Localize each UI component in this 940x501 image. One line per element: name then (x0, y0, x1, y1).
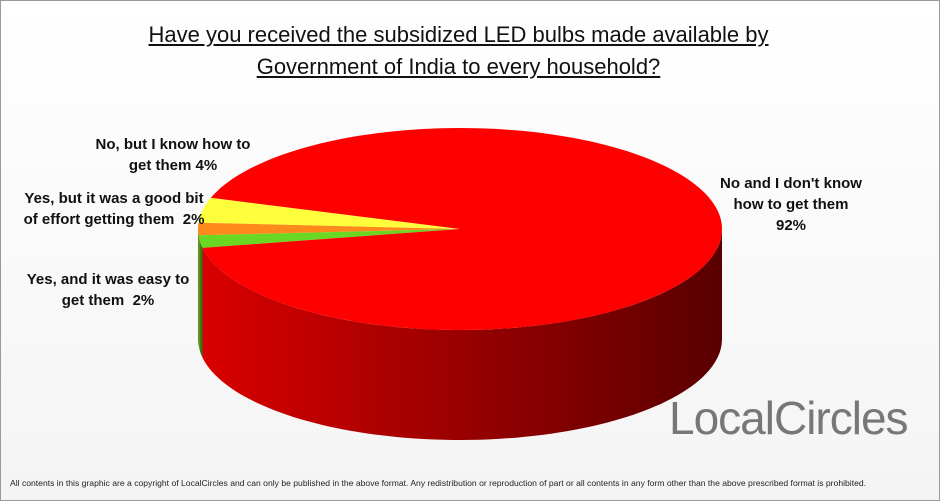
slice-side (198, 229, 199, 346)
slice-label: No, but I know how to get them 4% (83, 134, 263, 176)
slice-side (198, 235, 203, 358)
value-label: 4% (195, 157, 218, 174)
category-label: No, but I know how to get them (95, 136, 251, 174)
value-label: 92% (775, 217, 807, 234)
slice (202, 128, 723, 330)
category-label: Yes, but it was a good bit of effort get… (23, 190, 204, 228)
footer: All contents in this graphic are a copyr… (10, 478, 867, 488)
logo: LocalCircles (669, 392, 909, 444)
slice (198, 222, 460, 236)
value-label: 2% (182, 211, 205, 228)
category-label: No and I don't know how to get them (720, 175, 862, 213)
category-label: Yes, and it was easy to get them (26, 271, 190, 309)
slice (198, 229, 460, 248)
slice-label: No and I don't know how to get them 92% (706, 173, 876, 236)
slice-label: Yes, but it was a good bit of effort get… (23, 188, 205, 230)
chart-title: Have you received the subsidized LED bul… (148, 22, 769, 79)
value-label: 2% (132, 292, 155, 309)
slice-side (202, 229, 723, 440)
slice-label: Yes, and it was easy to get them 2% (19, 269, 197, 311)
slice (198, 197, 460, 229)
